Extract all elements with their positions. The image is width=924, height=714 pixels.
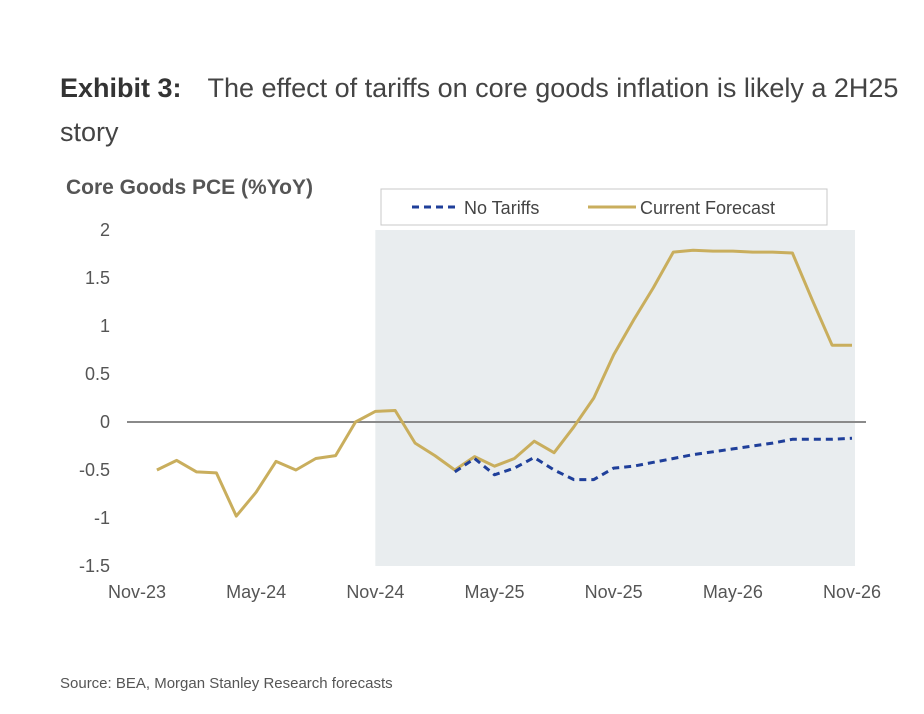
legend-label-current-forecast: Current Forecast [640, 198, 775, 218]
y-tick-label: 0 [100, 412, 110, 432]
y-tick-label: 0.5 [85, 364, 110, 384]
legend: No Tariffs Current Forecast [380, 188, 828, 226]
x-tick-label: May-26 [703, 582, 763, 602]
exhibit-title-text: The effect of tariffs on core goods infl… [60, 73, 899, 147]
y-tick-label: -1 [94, 508, 110, 528]
y-tick-label: 1 [100, 316, 110, 336]
series-line-no-tariffs [453, 436, 853, 482]
series-line-current-forecast [156, 248, 852, 518]
legend-label-no-tariffs: No Tariffs [464, 198, 539, 218]
exhibit-title: Exhibit 3: The effect of tariffs on core … [60, 66, 900, 154]
x-tick-label: May-24 [226, 582, 286, 602]
series-layer [156, 248, 853, 518]
x-tick-label: Nov-26 [823, 582, 881, 602]
x-tick-label: Nov-25 [585, 582, 643, 602]
forecast-shaded-region [375, 230, 855, 566]
source-note: Source: BEA, Morgan Stanley Research for… [60, 675, 393, 692]
y-tick-label: 1.5 [85, 268, 110, 288]
x-tick-label: Nov-23 [108, 582, 166, 602]
y-tick-label: 2 [100, 220, 110, 240]
x-axis-ticks: Nov-23 May-24 Nov-24 May-25 Nov-25 May-26 Nov-… [108, 582, 881, 602]
y-tick-label: -1.5 [79, 556, 110, 576]
chart-title: Core Goods PCE (%YoY) [66, 176, 313, 199]
x-tick-label: Nov-24 [346, 582, 404, 602]
y-axis-ticks: 2 1.5 1 0.5 0 -0.5 -1 -1.5 [79, 220, 110, 576]
x-tick-label: May-25 [464, 582, 524, 602]
exhibit-label: Exhibit 3: [60, 73, 182, 103]
y-tick-label: -0.5 [79, 460, 110, 480]
